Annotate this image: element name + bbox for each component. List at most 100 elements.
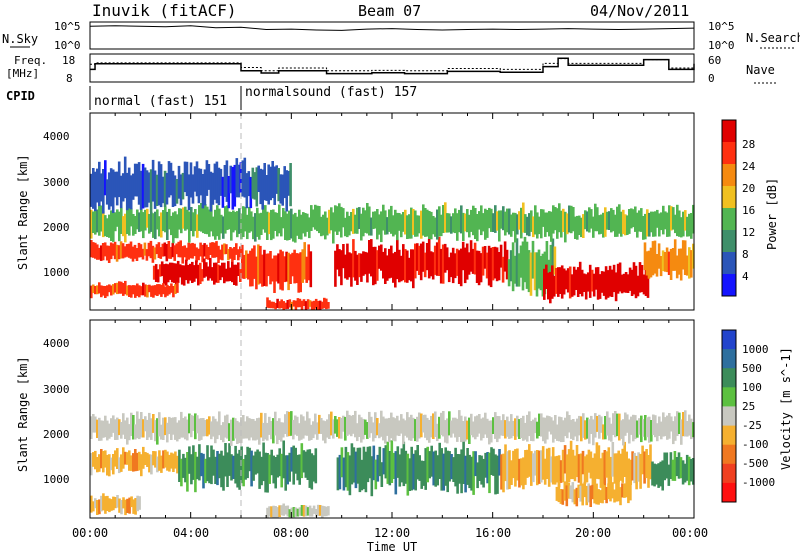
heatmap-cell-1-25 (203, 258, 206, 278)
heatmap-cell-2-68 (472, 451, 475, 495)
power-cbar-swatch-5 (722, 230, 736, 253)
heatmap-cell-9-93 (276, 212, 279, 237)
heatmap-cell-9-24 (138, 212, 141, 232)
heatmap-cell-3-35 (569, 440, 573, 480)
heatmap-cell-10-84 (257, 165, 260, 192)
heatmap-cell-7-4 (98, 499, 101, 515)
heatmap-cell-1-61 (300, 443, 304, 479)
heatmap-cell-6-113 (316, 422, 319, 440)
heatmap-cell-2-25 (386, 441, 390, 484)
heatmap-cell-9-144 (378, 214, 381, 235)
heatmap-cell-5-19 (304, 301, 308, 310)
heatmap-cell-2-67 (470, 456, 473, 491)
heatmap-cell-4-5 (344, 254, 347, 279)
heatmap-cell-9-199 (488, 207, 491, 229)
heatmap-cell-10-2 (94, 171, 97, 212)
heatmap-cell-7-24 (138, 496, 141, 510)
heatmap-cell-6-161 (412, 417, 415, 439)
heatmap-cell-6-179 (448, 411, 451, 436)
heatmap-cell-6-143 (376, 418, 379, 436)
heatmap-cell-6-16 (539, 256, 543, 291)
heatmap-cell-6-21 (549, 244, 553, 284)
heatmap-cell-9-51 (192, 212, 195, 237)
station-title: Inuvik (fitACF) (92, 1, 237, 20)
heatmap-cell-2-14 (118, 281, 121, 294)
heatmap-cell-4-1 (336, 244, 339, 270)
heatmap-cell-3-15 (271, 258, 274, 282)
heatmap-cell-6-21 (132, 415, 135, 440)
heatmap-cell-0-34 (158, 450, 161, 471)
heatmap-cell-6-281 (652, 414, 655, 435)
heatmap-cell-7-15 (120, 500, 123, 515)
heatmap-cell-5-22 (310, 301, 314, 310)
heatmap-cell-6-27 (144, 416, 147, 432)
heatmap-cell-3-19 (279, 249, 282, 290)
heatmap-cell-4-35 (404, 249, 407, 283)
heatmap-cell-10-21 (131, 173, 135, 200)
heatmap-cell-2-23 (136, 283, 139, 297)
heatmap-cell-3-16 (273, 255, 276, 293)
heatmap-cell-0-32 (154, 451, 157, 468)
heatmap-cell-10-69 (227, 176, 231, 209)
heatmap-cell-4-79 (491, 247, 495, 281)
heatmap-cell-9-42 (174, 211, 177, 239)
heatmap-cell-5-20 (306, 299, 310, 310)
heatmap-cell-9-191 (472, 205, 475, 236)
heatmap-cell-0-19 (127, 243, 131, 258)
heatmap-cell-0-15 (120, 454, 123, 472)
heatmap-cell-9-132 (354, 214, 357, 234)
vel-cbar-swatch-5 (722, 425, 736, 446)
heatmap-cell-9-197 (484, 208, 487, 240)
date-title: 04/Nov/2011 (590, 2, 689, 20)
heatmap-cell-2-13 (116, 282, 119, 295)
heatmap-cell-6-76 (242, 415, 245, 439)
heatmap-cell-5-3 (657, 463, 660, 488)
heatmap-cell-4-8 (571, 482, 575, 503)
heatmap-cell-6-300 (690, 418, 693, 440)
heatmap-cell-1-66 (310, 453, 314, 490)
heatmap-cell-6-141 (372, 422, 375, 442)
heatmap-cell-3-47 (593, 453, 597, 493)
heatmap-cell-9-82 (254, 213, 257, 242)
heatmap-cell-9-266 (622, 209, 625, 235)
heatmap-cell-2-72 (480, 455, 483, 485)
heatmap-cell-4-80 (493, 246, 497, 279)
heatmap-cell-3-18 (277, 253, 280, 284)
heatmap-cell-9-240 (570, 205, 573, 234)
heatmap-cell-3-37 (573, 455, 577, 482)
heatmap-cell-9-242 (574, 216, 577, 239)
heatmap-cell-6-110 (310, 424, 313, 440)
heatmap-cell-8-23 (312, 505, 316, 514)
heatmap-cell-10-33 (155, 174, 159, 206)
heatmap-cell-2-39 (168, 286, 171, 295)
xtick-label-0400: 04:00 (173, 526, 209, 540)
heatmap-cell-4-37 (408, 257, 411, 281)
heatmap-cell-9-95 (280, 217, 283, 237)
heatmap-cell-6-216 (522, 415, 525, 441)
heatmap-cell-10-31 (151, 159, 155, 202)
heatmap-cell-10-18 (125, 172, 129, 211)
heatmap-cell-6-1 (92, 414, 95, 433)
heatmap-cell-2-79 (494, 454, 497, 495)
heatmap-cell-0-70 (229, 247, 232, 259)
heatmap-cell-2-60 (456, 454, 459, 494)
heatmap-cell-6-77 (244, 421, 247, 439)
heatmap-cell-10-12 (113, 171, 117, 198)
heatmap-cell-3-46 (591, 457, 595, 489)
heatmap-cell-10-30 (149, 169, 153, 213)
heatmap-cell-6-53 (196, 415, 199, 434)
heatmap-cell-9-106 (302, 212, 305, 234)
heatmap-cell-4-15 (585, 485, 588, 506)
heatmap-cell-7-3 (96, 500, 99, 515)
heatmap-cell-0-8 (105, 245, 109, 261)
power-cbar-swatch-1 (722, 142, 736, 165)
heatmap-cell-8-11 (288, 509, 292, 518)
heatmap-cell-7-16 (574, 269, 578, 290)
heatmap-cell-2-15 (120, 281, 123, 294)
vel-cbar-swatch-0 (722, 330, 736, 350)
heatmap-cell-6-283 (656, 423, 659, 442)
heatmap-cell-9-102 (294, 212, 297, 243)
heatmap-cell-9-228 (546, 212, 549, 233)
xtick-label-2000: 20:00 (575, 526, 611, 540)
heatmap-cell-6-223 (536, 421, 539, 439)
